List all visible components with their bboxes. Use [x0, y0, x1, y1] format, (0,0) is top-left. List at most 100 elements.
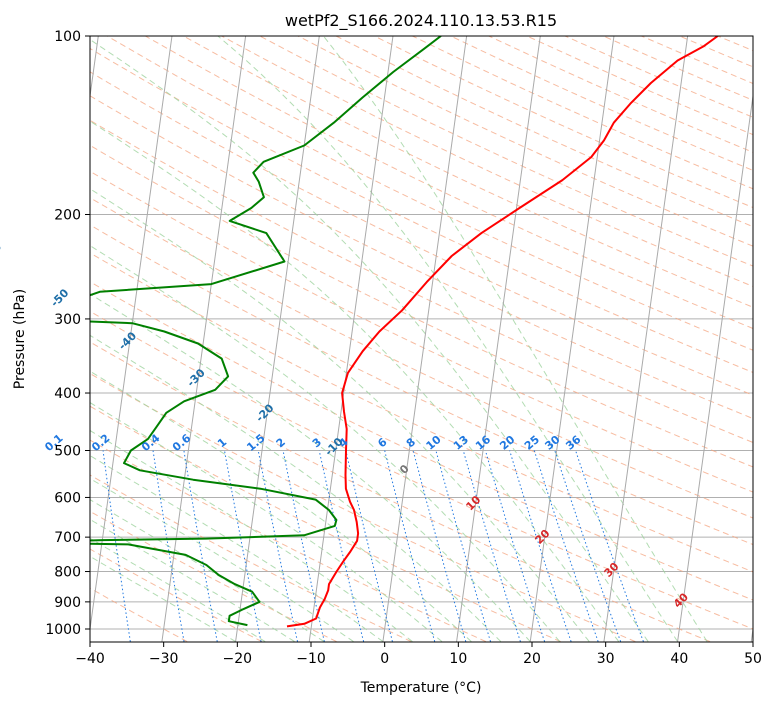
dry-adiabat [90, 71, 753, 396]
isotherm-line [90, 36, 173, 633]
dry-adiabat [412, 36, 753, 190]
isotherm-label: -20 [253, 401, 276, 424]
moist-adiabat [90, 499, 325, 642]
dry-adiabat [335, 36, 753, 228]
isotherm-line [235, 36, 320, 642]
mixing-ratio-label: 16 [473, 433, 493, 453]
y-tick-label: 900 [54, 595, 81, 611]
moist-adiabat [90, 518, 295, 642]
y-tick-label: 600 [54, 490, 81, 506]
isotherm-label: -40 [116, 329, 139, 352]
x-axis: −40 −30 −20 −10 0 10 20 30 40 50 [75, 642, 762, 667]
dry-adiabat [259, 36, 753, 267]
dry-adiabat [90, 474, 412, 642]
y-tick-label: 100 [54, 29, 81, 45]
mixing-ratio-line [484, 450, 546, 642]
x-tick-label: 30 [597, 651, 615, 667]
moist-adiabat [217, 36, 679, 642]
mixing-ratio-line [224, 450, 262, 642]
x-tick-label: 0 [380, 651, 389, 667]
x-tick-label: 40 [670, 651, 688, 667]
dry-adiabat [488, 36, 753, 153]
mixing-ratio-label: 13 [451, 433, 471, 453]
mixing-ratio-label: 1 [215, 435, 229, 450]
y-tick-label: 1000 [45, 622, 81, 638]
y-tick-label: 300 [54, 312, 81, 328]
moist-adiabat [323, 36, 708, 642]
x-tick-label: −20 [223, 651, 253, 667]
dry-adiabat [90, 510, 337, 642]
mixing-ratio-line [345, 450, 393, 642]
isotherm-label: -50 [48, 286, 71, 309]
mixing-ratio-line [509, 450, 572, 642]
moist-adiabat [90, 38, 649, 642]
dry-adiabat [90, 281, 753, 601]
isotherm-line [603, 36, 689, 642]
dry-adiabat [90, 341, 711, 642]
y-tick-label: 700 [54, 530, 81, 546]
isotherm-label: -60 [0, 240, 4, 263]
mixing-ratio-line [282, 450, 325, 642]
chart-title: wetPf2_S166.2024.110.13.53.R15 [285, 11, 557, 31]
dry-adiabat [90, 310, 753, 630]
dry-adiabat [756, 36, 775, 642]
dry-adiabat [90, 95, 753, 420]
mixing-ratio-line [102, 450, 131, 642]
dry-adiabat [90, 405, 561, 642]
mixing-ratio-label: 25 [522, 433, 542, 453]
y-tick-label: 200 [54, 208, 81, 224]
moist-adiabat [90, 120, 620, 642]
temperature-profile [286, 36, 719, 628]
mixing-ratio-label: 36 [563, 433, 583, 453]
isotherm-line [456, 36, 541, 642]
dry-adiabat [90, 439, 487, 642]
isotherm-line [382, 36, 468, 642]
dry-adiabat [90, 170, 753, 493]
isotherm-label: -30 [184, 366, 207, 389]
x-axis-label: Temperature (°C) [360, 680, 482, 696]
moist-adiabat [90, 537, 266, 642]
mixing-ratio-line [152, 450, 185, 642]
plot-frame [89, 35, 754, 643]
moist-adiabat [90, 188, 590, 642]
mixing-ratio-label: 30 [543, 433, 563, 453]
isotherm-line [677, 92, 753, 642]
moist-adiabat [90, 477, 354, 642]
mixing-ratio-line [412, 450, 467, 642]
dry-adiabat [90, 252, 753, 573]
isotherm-label: 40 [671, 590, 691, 610]
moist-adiabat [90, 402, 443, 642]
mixing-ratio-label: 10 [424, 433, 444, 453]
mixing-ratio-line [257, 450, 298, 642]
dry-adiabat [90, 224, 753, 546]
y-tick-label: 500 [54, 443, 81, 459]
mixing-ratio-line [533, 450, 599, 642]
mixing-ratio-line [318, 450, 365, 642]
dry-adiabat [374, 36, 753, 209]
dry-adiabat [679, 36, 753, 68]
isopleths [90, 36, 775, 642]
mixing-ratio-line [575, 450, 644, 642]
mixing-ratio-label: 6 [375, 435, 389, 450]
dry-adiabat [90, 119, 753, 443]
mixing-ratio-line [435, 450, 491, 642]
mixing-ratio-line [554, 450, 622, 642]
dry-adiabat [106, 36, 753, 351]
dry-adiabat [90, 144, 753, 468]
y-axis-label: Pressure (hPa) [12, 289, 28, 389]
mixing-ratio-line [462, 450, 521, 642]
mixing-ratio-label: 2 [274, 435, 288, 450]
moist-adiabat [90, 555, 236, 642]
x-tick-label: −30 [149, 651, 179, 667]
x-tick-label: −10 [296, 651, 326, 667]
moist-adiabat [90, 370, 472, 642]
dry-adiabat [90, 197, 753, 519]
dewpoint-profile [90, 36, 442, 627]
moist-adiabat [90, 245, 561, 642]
moist-adiabat [90, 293, 531, 642]
dry-adiabat [641, 36, 753, 85]
y-axis: 1000 900 800 700 600 500 400 300 200 100 [45, 29, 90, 638]
isotherm-line [750, 625, 753, 642]
isotherm-line [529, 36, 615, 642]
